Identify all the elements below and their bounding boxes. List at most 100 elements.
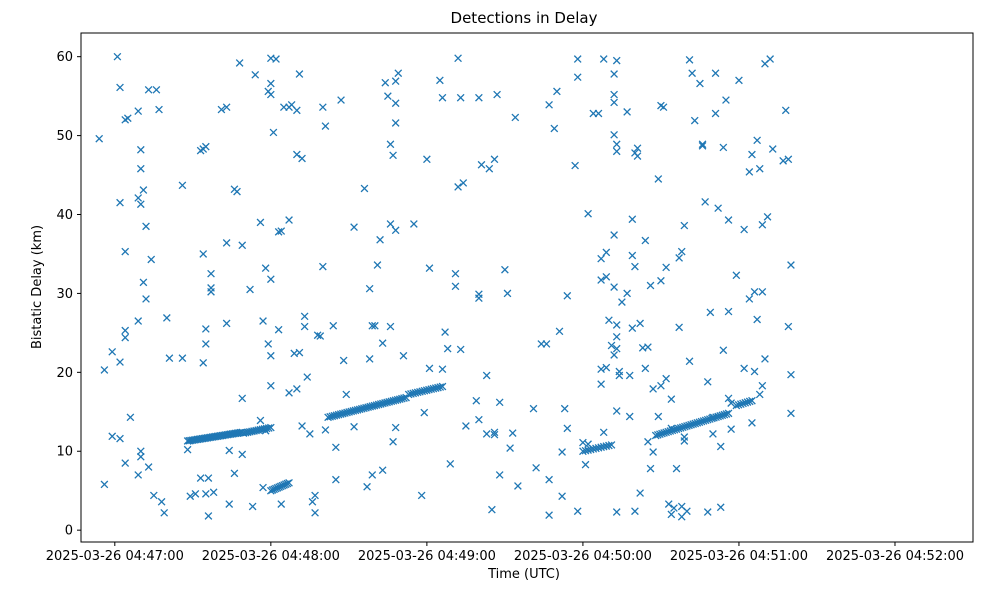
detection-marker bbox=[381, 78, 390, 87]
detection-marker bbox=[113, 52, 122, 61]
track-8-marker bbox=[741, 398, 750, 407]
detection-marker bbox=[618, 298, 626, 306]
detection-marker bbox=[610, 283, 618, 291]
detection-marker bbox=[636, 319, 644, 328]
detection-marker bbox=[368, 471, 377, 479]
detection-marker bbox=[142, 222, 150, 231]
detection-marker bbox=[612, 332, 621, 341]
detection-marker bbox=[274, 325, 283, 334]
y-tick-label: 10 bbox=[56, 445, 73, 460]
x-tick-label: 2025-03-26 04:47:00 bbox=[46, 549, 184, 564]
detection-marker bbox=[599, 55, 608, 63]
detection-marker bbox=[144, 85, 153, 94]
detection-marker bbox=[511, 113, 520, 122]
detection-marker bbox=[646, 464, 655, 473]
detection-marker bbox=[646, 281, 655, 290]
detection-marker bbox=[529, 404, 538, 413]
detection-marker bbox=[292, 150, 301, 159]
detection-marker bbox=[550, 124, 559, 133]
detection-marker bbox=[758, 220, 767, 229]
detection-marker bbox=[443, 344, 452, 353]
detection-marker bbox=[610, 70, 618, 78]
detection-marker bbox=[649, 448, 657, 456]
detection-marker bbox=[233, 187, 241, 196]
x-tick-label: 2025-03-26 04:51:00 bbox=[670, 549, 808, 564]
detection-marker bbox=[136, 447, 145, 456]
detection-marker bbox=[680, 437, 689, 445]
detection-marker bbox=[558, 448, 566, 456]
detection-marker bbox=[599, 428, 608, 437]
detection-marker bbox=[183, 445, 192, 454]
y-tick-label: 20 bbox=[56, 366, 73, 381]
detection-marker bbox=[612, 321, 621, 329]
detection-marker bbox=[506, 444, 514, 452]
detection-marker bbox=[633, 152, 642, 160]
detection-marker bbox=[142, 295, 150, 303]
detection-marker bbox=[579, 438, 587, 447]
detection-marker bbox=[266, 90, 275, 99]
y-tick-label: 40 bbox=[56, 208, 73, 223]
detection-marker bbox=[477, 160, 486, 169]
detection-marker bbox=[581, 460, 590, 469]
detection-marker bbox=[121, 333, 130, 342]
detection-marker bbox=[755, 164, 764, 173]
chart-title: Detections in Delay bbox=[451, 9, 598, 27]
track-8-marker bbox=[734, 400, 743, 409]
detection-marker bbox=[256, 218, 265, 227]
detection-marker bbox=[641, 364, 650, 373]
detection-marker bbox=[178, 181, 187, 190]
detection-marker bbox=[191, 490, 200, 498]
detection-marker bbox=[389, 151, 397, 160]
detection-marker bbox=[703, 508, 712, 516]
detection-marker bbox=[160, 508, 169, 517]
detection-marker bbox=[485, 164, 494, 173]
detection-marker bbox=[735, 76, 743, 85]
detection-marker bbox=[732, 271, 741, 280]
detection-marker bbox=[612, 407, 621, 415]
detection-marker bbox=[545, 100, 553, 109]
detection-marker bbox=[787, 409, 795, 418]
detection-marker bbox=[628, 215, 637, 224]
detection-marker bbox=[441, 328, 449, 336]
detection-marker bbox=[248, 502, 257, 511]
detection-marker bbox=[631, 507, 639, 516]
track-5-marker bbox=[429, 384, 438, 393]
detection-marker bbox=[768, 145, 777, 153]
detection-marker bbox=[649, 385, 657, 393]
detection-marker bbox=[685, 357, 694, 366]
detection-marker bbox=[292, 385, 301, 393]
detection-marker bbox=[134, 471, 143, 479]
x-tick-label: 2025-03-26 04:52:00 bbox=[826, 549, 964, 564]
detection-marker bbox=[446, 460, 455, 468]
detection-marker bbox=[285, 388, 293, 397]
y-axis-label: Bistatic Delay (km) bbox=[30, 225, 45, 349]
track-3-marker bbox=[285, 478, 293, 487]
detection-marker bbox=[136, 200, 145, 209]
detection-marker bbox=[321, 426, 330, 434]
detection-marker bbox=[688, 69, 696, 78]
detection-marker bbox=[207, 287, 215, 296]
detection-marker bbox=[657, 276, 665, 285]
detection-marker bbox=[724, 394, 733, 403]
detection-marker bbox=[594, 109, 603, 118]
detection-marker bbox=[386, 140, 395, 149]
detection-marker bbox=[573, 507, 582, 516]
detection-marker bbox=[318, 262, 327, 271]
detection-marker bbox=[238, 450, 247, 459]
detection-marker bbox=[750, 367, 759, 376]
detection-marker bbox=[573, 73, 582, 82]
detection-marker bbox=[350, 223, 358, 231]
track-5-marker bbox=[436, 383, 445, 391]
track-5-marker bbox=[422, 386, 431, 395]
detection-marker bbox=[508, 429, 517, 437]
detection-marker bbox=[633, 144, 642, 153]
detection-marker bbox=[664, 500, 673, 508]
detection-marker bbox=[636, 489, 644, 497]
detection-marker bbox=[675, 254, 683, 262]
detection-marker bbox=[482, 371, 491, 380]
detection-marker bbox=[391, 423, 400, 432]
detection-marker bbox=[758, 287, 767, 296]
detection-marker bbox=[368, 321, 377, 330]
detection-marker bbox=[318, 103, 327, 112]
detection-marker bbox=[365, 355, 374, 363]
